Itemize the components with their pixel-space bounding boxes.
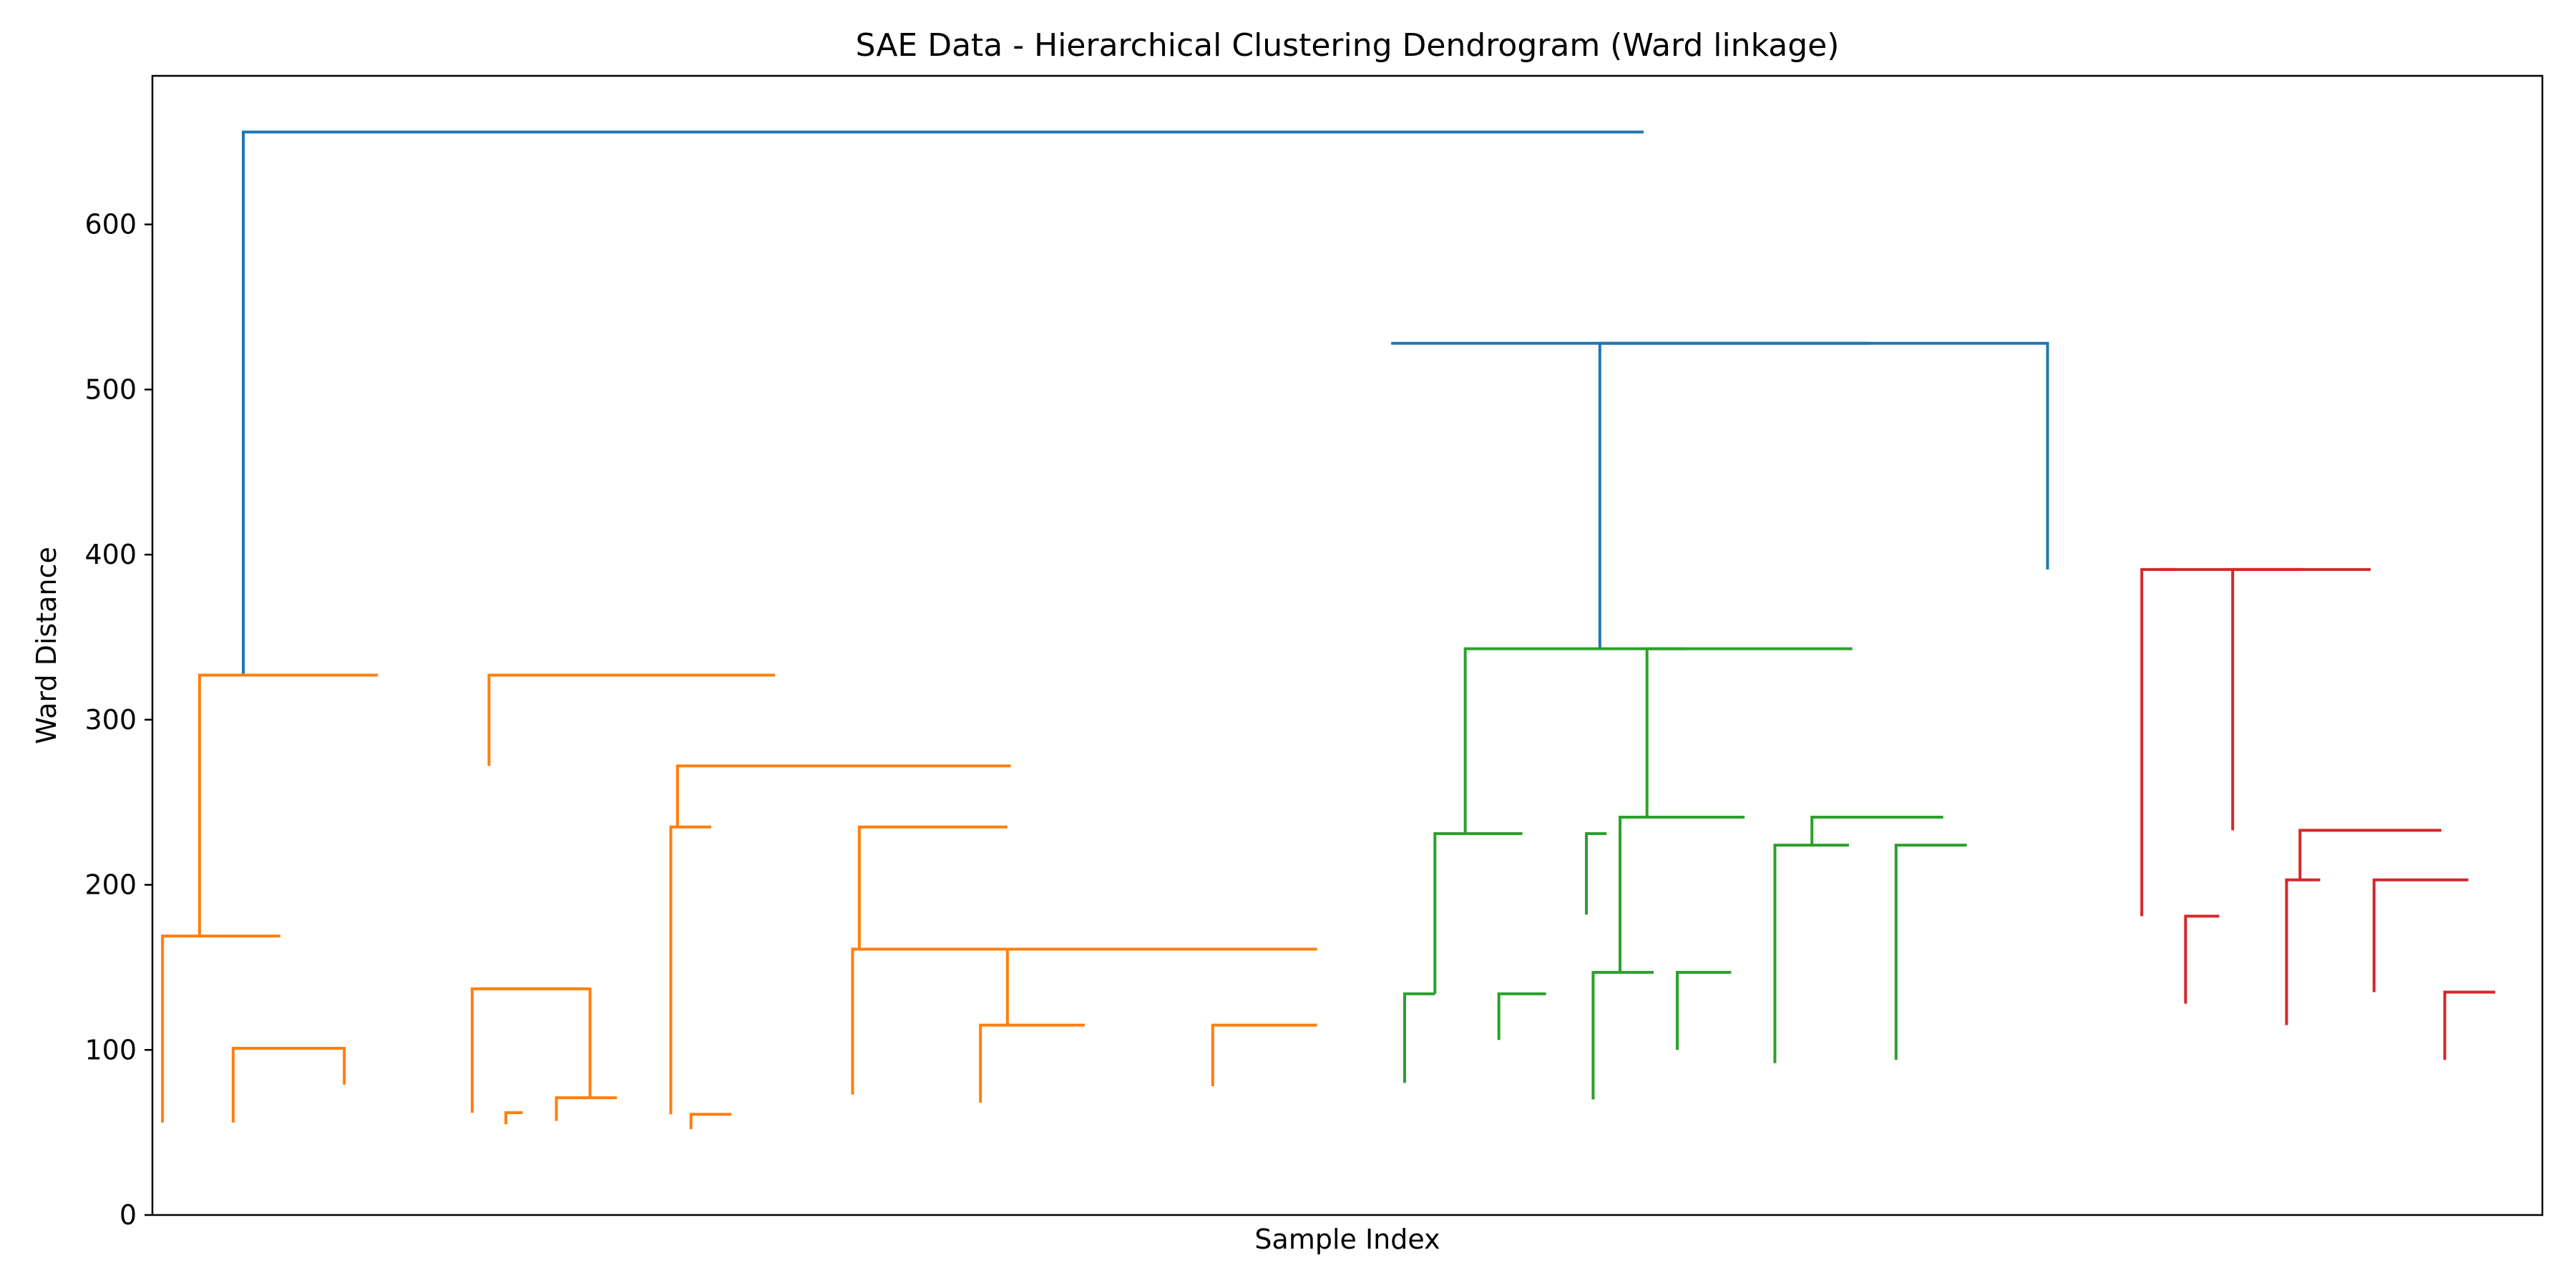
plot-frame — [151, 74, 2544, 1216]
orange-link — [487, 673, 776, 766]
green-link — [1676, 970, 1732, 1050]
orange-link — [555, 1096, 618, 1121]
x-axis-label: Sample Index — [1254, 1224, 1440, 1255]
orange-link — [504, 1111, 523, 1125]
green-link — [1497, 992, 1546, 1040]
orange-link — [675, 764, 1011, 827]
root-link — [1391, 341, 2049, 570]
red-link — [2372, 878, 2469, 992]
y-tick-label: 0 — [119, 1199, 137, 1231]
green-link — [1810, 815, 1943, 846]
green-link — [1402, 992, 1435, 1083]
y-tick-label: 300 — [84, 704, 137, 736]
orange-link — [307, 1046, 346, 1085]
y-axis: 0 100 200 300 400 500 600 — [84, 209, 152, 1231]
orange-link — [979, 1023, 1085, 1103]
root-link — [1598, 341, 1870, 649]
green-link — [1463, 647, 1684, 834]
green-link — [1433, 832, 1523, 994]
orange-link — [231, 1046, 324, 1123]
green-link — [1585, 832, 1607, 915]
orange-link — [1211, 1023, 1317, 1087]
y-tick-label: 200 — [84, 869, 137, 901]
chart-title: SAE Data - Hierarchical Clustering Dendr… — [856, 27, 1840, 64]
red-link — [2298, 829, 2441, 880]
orange-link — [197, 673, 379, 937]
y-tick-label: 500 — [84, 374, 137, 405]
y-tick-label: 400 — [84, 539, 137, 570]
orange-link — [689, 1113, 732, 1130]
green-link — [1773, 844, 1849, 1063]
red-link — [2231, 567, 2371, 831]
y-tick-label: 600 — [84, 209, 137, 240]
orange-link — [1005, 947, 1317, 1025]
root-link — [242, 130, 1644, 675]
green-link — [1591, 970, 1654, 1100]
dendrogram-links — [161, 130, 2496, 1130]
orange-link — [470, 987, 523, 1113]
orange-link — [669, 825, 711, 1115]
orange-link — [857, 825, 1008, 950]
y-tick-label: 100 — [84, 1034, 137, 1065]
red-link — [2140, 567, 2176, 917]
orange-link — [522, 987, 592, 1098]
green-link — [1645, 647, 1853, 817]
green-link — [1619, 815, 1745, 972]
orange-link — [161, 935, 280, 1123]
y-axis-label: Ward Distance — [31, 547, 62, 744]
green-link — [1894, 844, 1967, 1060]
red-link — [2285, 878, 2321, 1025]
red-link — [2184, 914, 2220, 1004]
red-link — [2443, 990, 2496, 1060]
